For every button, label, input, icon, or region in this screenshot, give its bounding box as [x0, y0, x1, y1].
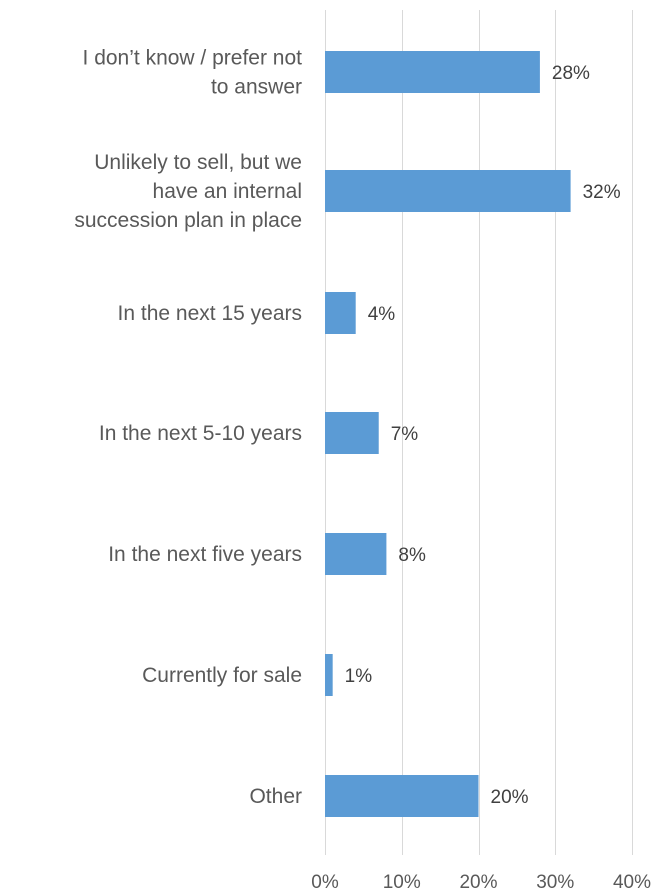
x-axis-tick-labels: 0% 10% 20% 30% 40% — [311, 872, 651, 893]
category-label: Other — [249, 785, 302, 808]
x-tick-label: 30% — [536, 872, 574, 893]
data-label: 28% — [552, 63, 590, 84]
data-label: 1% — [345, 666, 373, 687]
category-label-line: succession plan in place — [74, 209, 302, 232]
bar — [325, 170, 571, 212]
category-label-line: Currently for sale — [142, 664, 302, 687]
category-label: In the next five years — [108, 543, 302, 566]
x-tick-label: 0% — [311, 872, 339, 893]
category-label: Unlikely to sell, but we have an internal… — [74, 151, 302, 232]
category-label-line: Other — [249, 785, 302, 808]
data-label: 7% — [391, 424, 419, 445]
category-label-line: In the next 15 years — [118, 302, 302, 325]
category-label-line: to answer — [211, 76, 302, 99]
bar — [325, 654, 333, 696]
category-label-line: In the next 5-10 years — [99, 422, 302, 445]
bar — [325, 775, 479, 817]
bar — [325, 51, 540, 93]
x-tick-label: 10% — [383, 872, 421, 893]
category-label: I don’t know / prefer not to answer — [83, 47, 303, 99]
category-label: In the next 15 years — [118, 302, 302, 325]
value-labels: 28% 32% 4% 7% 8% 1% 20% — [345, 63, 621, 808]
bar — [325, 292, 356, 334]
bar — [325, 412, 379, 454]
data-label: 8% — [398, 545, 426, 566]
category-labels: I don’t know / prefer not to answer Unlike… — [74, 47, 302, 809]
category-label-line: I don’t know / prefer not — [83, 47, 303, 70]
bars — [325, 51, 571, 817]
category-label-line: In the next five years — [108, 543, 302, 566]
category-label: In the next 5-10 years — [99, 422, 302, 445]
category-label-line: Unlikely to sell, but we — [94, 151, 302, 174]
data-label: 20% — [491, 787, 529, 808]
data-label: 32% — [583, 182, 621, 203]
gridlines — [325, 10, 633, 855]
data-label: 4% — [368, 304, 396, 325]
x-tick-label: 20% — [459, 872, 497, 893]
x-tick-label: 40% — [613, 872, 651, 893]
bar — [325, 533, 387, 575]
category-label: Currently for sale — [142, 664, 302, 687]
category-label-line: have an internal — [153, 180, 302, 203]
